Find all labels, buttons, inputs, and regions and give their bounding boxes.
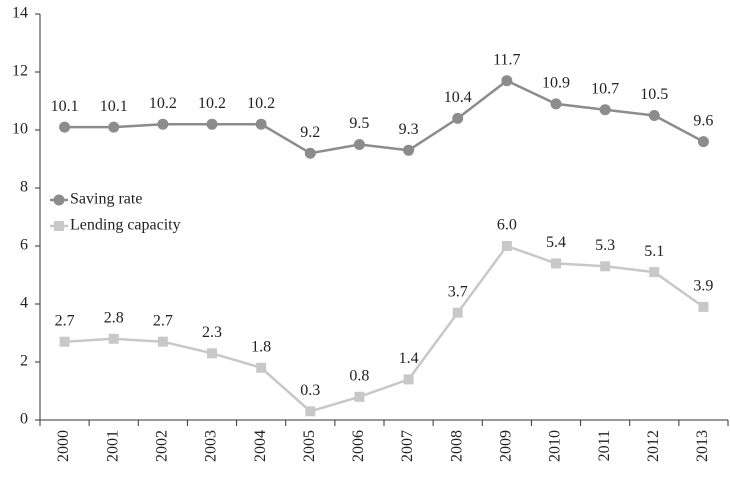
x-tick-label: 2006 [350, 430, 367, 462]
data-label: 5.4 [546, 234, 566, 251]
data-label: 10.9 [542, 75, 570, 92]
point [501, 241, 512, 251]
data-label: 10.2 [198, 95, 226, 112]
x-tick-label: 2001 [104, 430, 121, 462]
data-label: 10.7 [591, 80, 619, 97]
x-tick-label: 2002 [154, 430, 171, 462]
point [256, 362, 267, 373]
y-tick-label: 10 [12, 121, 28, 138]
x-tick-label: 2009 [498, 430, 515, 462]
point [255, 118, 267, 130]
x-tick-label: 2010 [547, 430, 564, 462]
x-tick-label: 2012 [645, 430, 662, 462]
point [305, 406, 316, 417]
data-label: 1.8 [251, 338, 271, 355]
data-label: 1.4 [399, 350, 419, 367]
point [550, 98, 562, 110]
x-tick-label: 2011 [596, 430, 613, 461]
data-label: 2.7 [153, 312, 173, 329]
data-label: 9.3 [399, 121, 419, 138]
point [648, 110, 660, 121]
point [207, 348, 217, 359]
point [649, 267, 660, 278]
data-label: 3.9 [693, 278, 713, 295]
point [108, 121, 120, 133]
data-label: 9.2 [300, 124, 320, 141]
series-line [64, 244, 705, 413]
data-label: 3.7 [448, 283, 468, 300]
legend-label: Saving rate [70, 191, 142, 208]
point [304, 147, 316, 159]
y-tick-label: 8 [20, 179, 28, 196]
data-label: 10.5 [640, 86, 668, 103]
series-line [64, 79, 705, 155]
point [452, 112, 464, 124]
data-label: 2.7 [55, 312, 75, 329]
y-tick-label: 6 [20, 237, 28, 254]
x-tick-label: 2013 [694, 430, 711, 462]
point [403, 374, 414, 385]
y-tick-label: 4 [20, 295, 28, 312]
point [697, 136, 709, 148]
data-label: 9.5 [349, 115, 369, 132]
y-tick-label: 0 [20, 411, 28, 428]
point [452, 307, 463, 318]
point [53, 194, 65, 206]
x-tick-label: 2008 [448, 430, 465, 462]
data-label: 10.1 [51, 98, 79, 115]
point [59, 121, 71, 133]
x-tick-label: 2005 [301, 430, 318, 462]
data-label: 10.2 [247, 95, 275, 112]
x-tick-label: 2007 [399, 430, 416, 462]
legend-label: Lending capacity [70, 217, 181, 234]
data-label: 6.0 [497, 217, 517, 234]
point [108, 333, 119, 344]
data-label: 10.2 [149, 95, 177, 112]
point [59, 336, 70, 347]
data-label: 5.3 [595, 237, 615, 254]
data-label: 0.8 [349, 367, 369, 384]
data-label: 2.3 [202, 324, 222, 341]
point [353, 139, 365, 150]
data-label: 10.1 [100, 98, 128, 115]
x-tick-label: 2004 [252, 430, 269, 462]
point [54, 221, 64, 231]
point [157, 118, 169, 130]
y-tick-label: 14 [12, 5, 28, 22]
point [599, 104, 611, 116]
point [501, 75, 513, 87]
y-tick-label: 12 [12, 63, 28, 80]
point [403, 144, 415, 156]
point [551, 258, 561, 269]
data-label: 0.3 [300, 382, 320, 399]
point [698, 301, 709, 312]
data-label: 9.6 [693, 112, 713, 129]
point [157, 336, 168, 347]
y-tick-label: 2 [20, 353, 28, 370]
data-label: 10.4 [444, 89, 472, 106]
data-label: 11.7 [493, 51, 520, 68]
x-tick-label: 2000 [55, 430, 72, 462]
point [206, 118, 218, 130]
point [354, 391, 365, 402]
x-tick-label: 2003 [203, 430, 220, 462]
point [600, 261, 611, 272]
data-label: 2.8 [104, 309, 124, 326]
data-label: 5.1 [644, 243, 664, 260]
